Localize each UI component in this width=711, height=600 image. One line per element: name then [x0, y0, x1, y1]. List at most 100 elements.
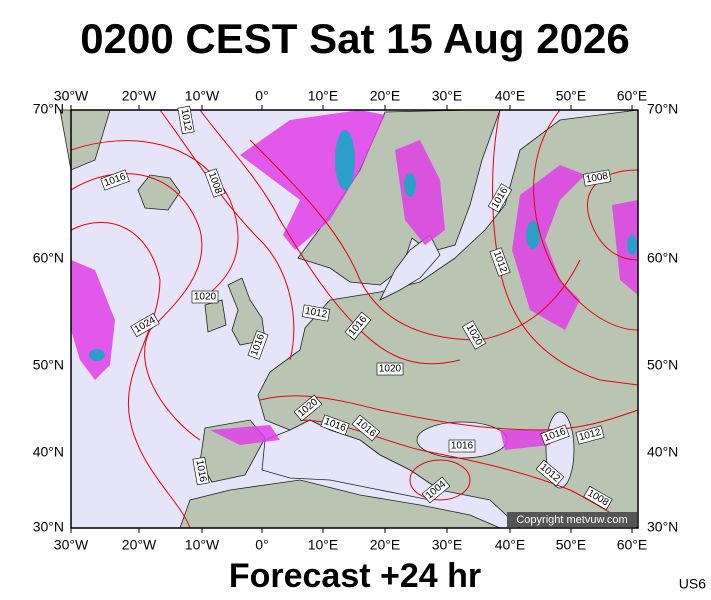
isobar-label-box — [540, 424, 570, 446]
longitude-label: 10°E — [308, 537, 339, 553]
isobar-label-box — [204, 168, 226, 198]
isobar-label: 1012 — [304, 306, 328, 321]
copyright-box — [507, 512, 637, 527]
copyright: Copyright metvuw.com — [516, 514, 627, 526]
isobar-label-group: 1020 — [376, 362, 404, 376]
latitude-label: 70°N — [33, 101, 64, 117]
rain — [71, 260, 115, 380]
isobar-label-box — [421, 476, 451, 504]
isobar — [259, 395, 639, 431]
north-africa — [179, 479, 501, 529]
longitude-label: 60°E — [617, 88, 648, 104]
isobar-label-box — [582, 169, 612, 187]
rain — [612, 200, 638, 295]
longitude-label: 10°W — [185, 88, 220, 104]
rain — [500, 430, 550, 450]
model-code: US6 — [679, 576, 706, 592]
rain — [210, 425, 280, 445]
longitude-label: 50°E — [556, 537, 587, 553]
isobar-label-box — [177, 105, 195, 135]
isobar-label-box — [293, 394, 323, 422]
isobar-label-box — [192, 456, 210, 486]
rain-core — [89, 349, 105, 361]
isobar — [159, 109, 295, 361]
title: 0200 CEST Sat 15 Aug 2026 — [80, 15, 629, 62]
frame — [70, 109, 639, 529]
isobar-label-box — [130, 312, 160, 338]
longitude-label: 20°W — [122, 88, 157, 104]
longitude-label: 0° — [255, 537, 268, 553]
isobar — [70, 173, 203, 441]
rain-core — [627, 235, 637, 255]
isobar-label-group: 1008 — [582, 169, 612, 187]
isobar-label-group: 1016 — [448, 439, 476, 453]
isobar-label-box — [535, 459, 565, 487]
longitude-label: 30°W — [54, 537, 89, 553]
longitude-label: 40°E — [495, 88, 526, 104]
isobar-label: 1016 — [451, 441, 474, 452]
longitude-label: 10°E — [308, 88, 339, 104]
isobar-label-group: 1012 — [575, 425, 605, 445]
isobar-label-group: 1012 — [301, 304, 331, 322]
isobar-label: 1012 — [179, 108, 194, 132]
latitude-label: 50°N — [647, 357, 678, 373]
isobar — [533, 109, 639, 331]
longitude-label: 50°E — [556, 88, 587, 104]
isobar-label-box — [583, 485, 613, 511]
isobar-label-box — [320, 414, 350, 436]
rain-core — [335, 130, 355, 190]
latitude-label: 40°N — [33, 444, 64, 460]
isobar-label-box — [247, 330, 269, 360]
rain-core — [526, 221, 540, 249]
labels: 30°W 30°W 20°W 20°W 10°W 10°W 0° 0° 10°E 10°E 20°E… — [33, 88, 679, 553]
longitude-label: 0° — [255, 88, 268, 104]
latitude-label: 40°N — [647, 444, 678, 460]
latitude-label: 30°N — [647, 519, 678, 535]
latitude-label: 50°N — [33, 357, 64, 373]
isobar-label-box — [301, 304, 331, 322]
isobar-label-box — [344, 311, 372, 341]
longitude-label: 30°E — [432, 537, 463, 553]
isobar — [249, 139, 581, 341]
isobar-label-box — [489, 247, 511, 277]
baltic — [379, 234, 441, 301]
heavy-precipitation — [89, 130, 637, 361]
longitude-label: 30°W — [54, 88, 89, 104]
isobar-label-group: 1016 — [192, 456, 210, 486]
longitude-label: 20°E — [370, 537, 401, 553]
isobar-label-group: 1020 — [191, 290, 219, 304]
longitude-label: 20°E — [370, 88, 401, 104]
latitude-label: 60°N — [647, 250, 678, 266]
isobar-label-group: 1012 — [177, 105, 195, 135]
isobar — [70, 221, 191, 529]
iceland — [137, 174, 181, 211]
isobar-label-box — [461, 320, 487, 350]
isobar-label: 1008 — [585, 171, 609, 186]
longitude-label: 40°E — [495, 537, 526, 553]
isobar — [70, 140, 239, 301]
isobar — [299, 419, 639, 529]
footer: Forecast +24 hr — [229, 557, 481, 595]
isobars — [70, 109, 639, 529]
isobar-label-box — [100, 169, 130, 191]
latitude-label: 30°N — [33, 519, 64, 535]
isobar-label-box — [487, 183, 513, 213]
isobar-label: 1016 — [194, 459, 209, 483]
latitude-label: 60°N — [33, 250, 64, 266]
isobar-label-box — [191, 290, 219, 304]
isobar — [409, 459, 471, 501]
longitude-label: 20°W — [122, 537, 157, 553]
latitude-label: 70°N — [647, 101, 678, 117]
rain-core — [404, 173, 416, 197]
rain — [395, 140, 445, 245]
mediterranean — [261, 419, 441, 501]
isobar-label-box — [575, 425, 605, 445]
isobar-label: 1020 — [194, 292, 217, 303]
longitude-label: 30°E — [432, 88, 463, 104]
isobar-label-box — [351, 414, 381, 442]
isobar — [587, 169, 639, 261]
isobar-label-box — [448, 439, 476, 453]
isobar — [199, 109, 461, 365]
longitude-label: 60°E — [617, 537, 648, 553]
